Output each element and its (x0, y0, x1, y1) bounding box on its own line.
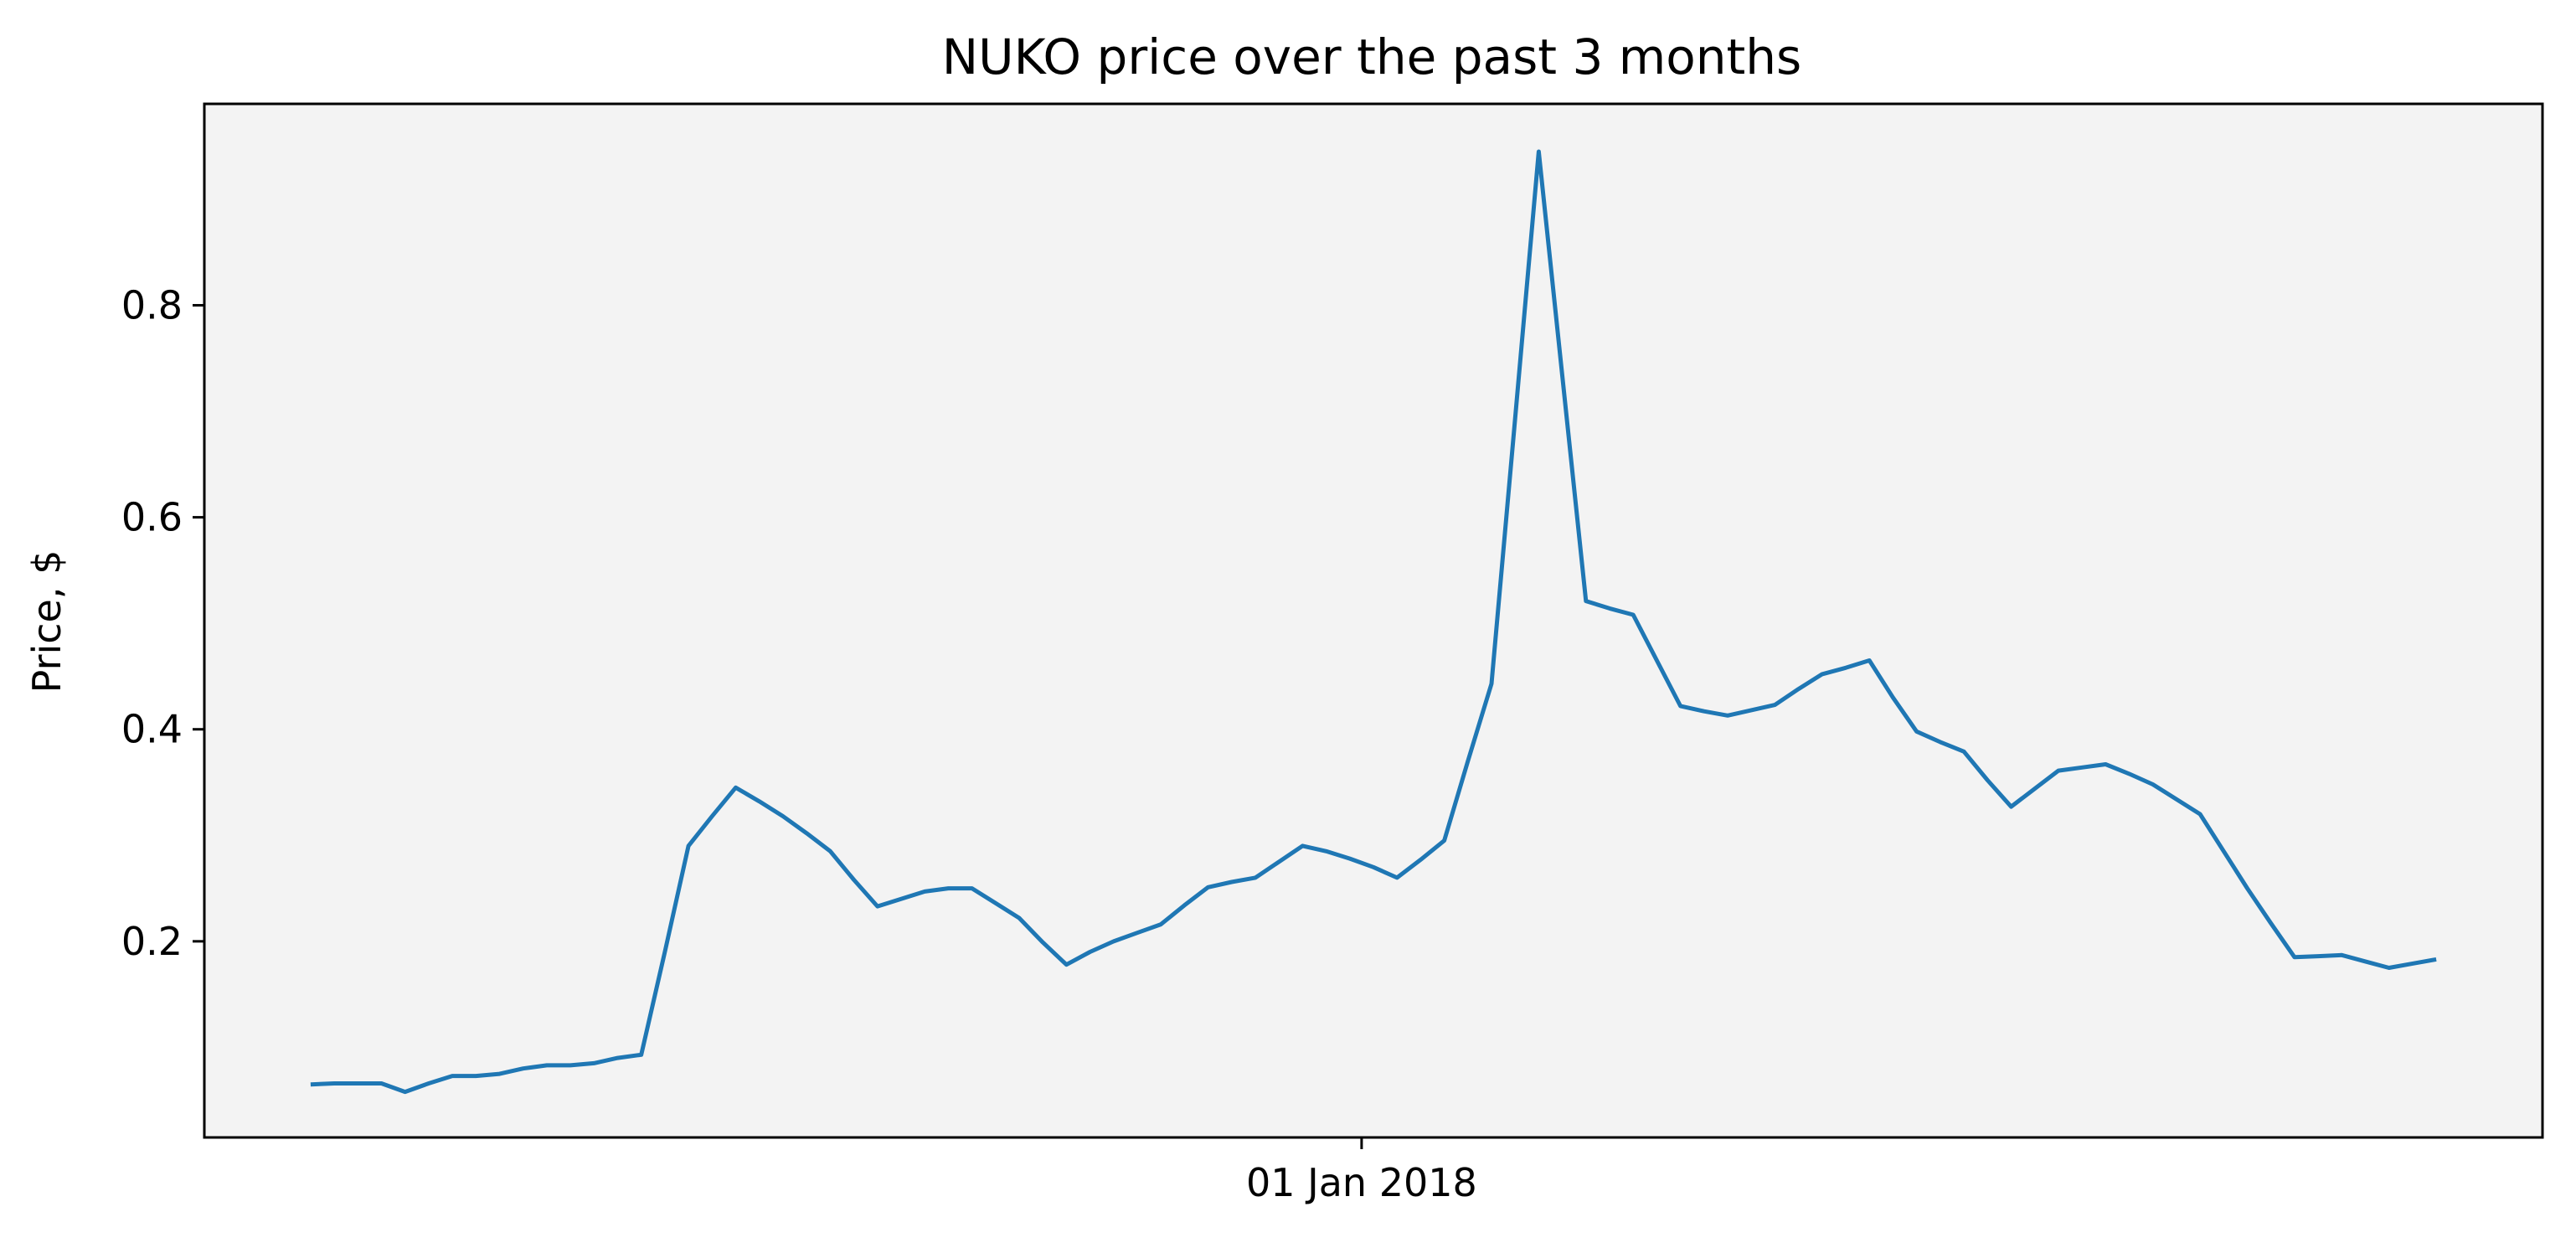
y-tick-label: 0.8 (121, 282, 183, 327)
y-axis: 0.2 0.4 0.6 0.8 (121, 282, 204, 964)
x-axis: 01 Jan 2018 (1246, 1137, 1477, 1205)
y-tick-label: 0.6 (121, 495, 183, 540)
x-tick-label: 01 Jan 2018 (1246, 1160, 1477, 1205)
series-group (310, 149, 2437, 1095)
price-line (310, 149, 2437, 1095)
y-tick-label: 0.2 (121, 919, 183, 964)
chart-title: NUKO price over the past 3 months (942, 28, 1802, 85)
y-axis-label: Price, $ (24, 550, 70, 694)
plot-area-background (204, 104, 2543, 1137)
plot-area-frame (203, 102, 2544, 1139)
y-tick-label: 0.4 (121, 707, 183, 752)
